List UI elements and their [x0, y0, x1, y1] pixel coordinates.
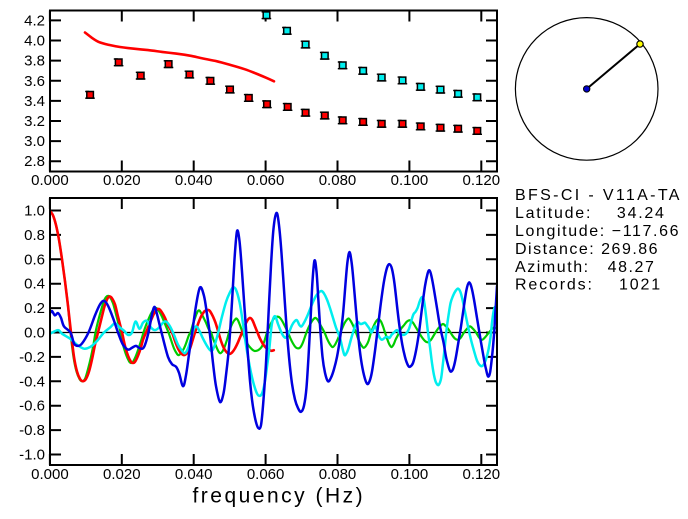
svg-text:Distance: 269.86: Distance: 269.86 — [515, 241, 659, 258]
svg-text:1.0: 1.0 — [24, 203, 45, 220]
svg-text:0.080: 0.080 — [319, 172, 357, 189]
svg-text:0.000: 0.000 — [31, 172, 69, 189]
svg-text:0.0: 0.0 — [24, 325, 45, 342]
svg-text:Azimuth: 48.27: Azimuth: 48.27 — [515, 259, 655, 276]
svg-text:BFS-CI - V11A-TA: BFS-CI - V11A-TA — [515, 187, 682, 204]
svg-text:3.8: 3.8 — [24, 53, 45, 70]
svg-text:0.020: 0.020 — [103, 466, 141, 483]
svg-text:0.040: 0.040 — [175, 466, 213, 483]
svg-text:3.0: 3.0 — [24, 133, 45, 150]
svg-text:4.0: 4.0 — [24, 33, 45, 50]
svg-text:Latitude: 34.24: Latitude: 34.24 — [515, 205, 666, 222]
svg-text:3.6: 3.6 — [24, 73, 45, 90]
svg-text:3.4: 3.4 — [24, 93, 45, 110]
svg-text:0.040: 0.040 — [175, 172, 213, 189]
svg-text:0.6: 0.6 — [24, 251, 45, 268]
svg-text:0.120: 0.120 — [463, 466, 501, 483]
svg-text:0.000: 0.000 — [31, 466, 69, 483]
svg-text:4.2: 4.2 — [24, 12, 45, 29]
svg-text:0.080: 0.080 — [319, 466, 357, 483]
svg-text:0.8: 0.8 — [24, 227, 45, 244]
svg-text:0.2: 0.2 — [24, 300, 45, 317]
svg-text:-0.6: -0.6 — [19, 398, 45, 415]
svg-text:0.060: 0.060 — [247, 172, 285, 189]
svg-text:Records: 1021: Records: 1021 — [515, 276, 662, 293]
svg-text:0.020: 0.020 — [103, 172, 141, 189]
svg-text:0.100: 0.100 — [391, 466, 429, 483]
svg-text:frequency (Hz): frequency (Hz) — [192, 485, 365, 508]
svg-text:-1.0: -1.0 — [19, 447, 45, 464]
svg-text:0.100: 0.100 — [391, 172, 429, 189]
svg-text:2.8: 2.8 — [24, 153, 45, 170]
svg-text:-0.2: -0.2 — [19, 349, 45, 366]
svg-text:0.060: 0.060 — [247, 466, 285, 483]
svg-text:0.120: 0.120 — [463, 172, 501, 189]
svg-text:-0.8: -0.8 — [19, 422, 45, 439]
svg-text:Longitude: −117.66: Longitude: −117.66 — [515, 223, 680, 240]
svg-text:-0.4: -0.4 — [19, 373, 45, 390]
svg-text:0.4: 0.4 — [24, 276, 45, 293]
svg-text:3.2: 3.2 — [24, 113, 45, 130]
